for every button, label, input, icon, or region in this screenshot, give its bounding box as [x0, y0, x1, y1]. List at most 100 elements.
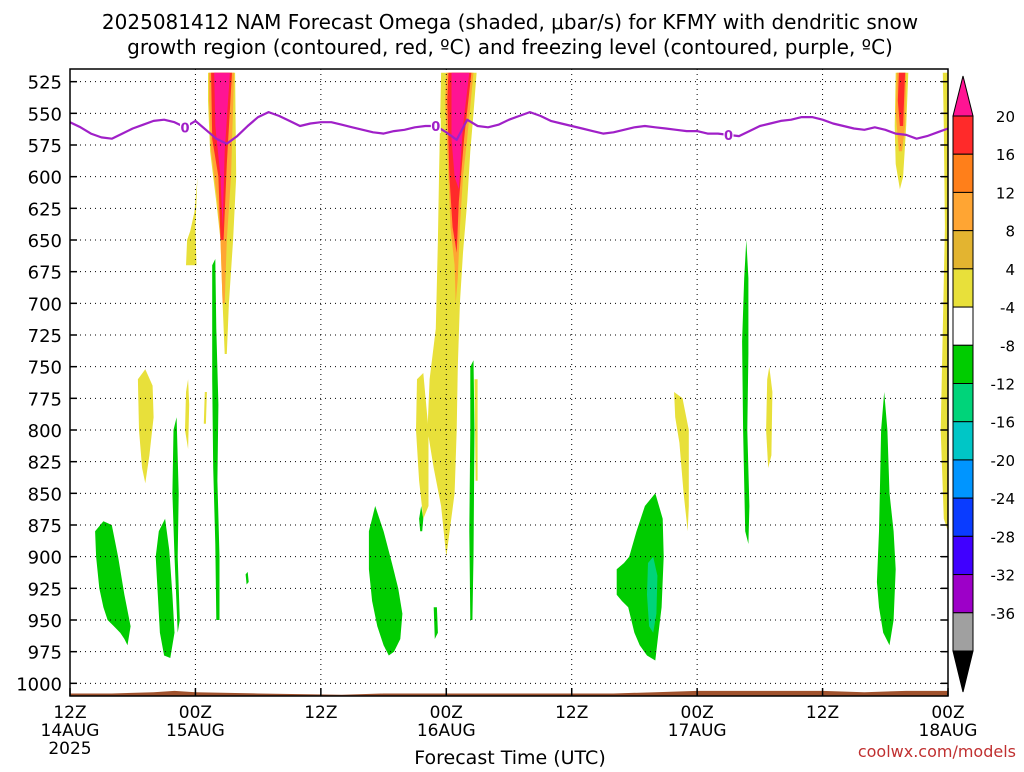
freezing-label-bg	[723, 126, 734, 142]
omega-area-yellow-col-d	[203, 392, 207, 424]
contour-lines: 0 0 0	[69, 110, 949, 145]
omega-area-green-k	[742, 240, 750, 544]
x-tick-date-label: 16AUG	[417, 721, 476, 741]
colorbar-label: 20	[996, 108, 1015, 126]
y-tick-label: 800	[28, 421, 62, 442]
x-tick-label: 00Z	[430, 703, 463, 723]
freezing-level-line	[69, 110, 949, 145]
colorbar-label: -16	[991, 414, 1016, 432]
colorbar-label: -32	[991, 567, 1016, 585]
y-tick-label: 825	[28, 453, 62, 474]
freezing-label-bg	[430, 118, 441, 133]
omega-area-yellow-col-e	[416, 373, 429, 519]
x-tick-label: 12Z	[806, 703, 839, 723]
y-tick-label: 575	[28, 136, 62, 157]
y-tick-label: 875	[28, 516, 62, 537]
colorbar-bin	[952, 191, 974, 232]
colorbar-bin	[952, 344, 974, 384]
y-tick-label: 900	[28, 548, 62, 569]
omega-area-green-i	[469, 360, 475, 620]
y-tick-label: 925	[28, 579, 62, 600]
colorbar-bin	[952, 230, 974, 270]
y-tick-label: 600	[28, 168, 62, 189]
credit-label: coolwx.com/models	[858, 742, 1016, 761]
x-tick-label: 00Z	[931, 703, 964, 723]
chart-title-line2: growth region (contoured, red, ºC) and f…	[127, 35, 893, 59]
colorbar-bin	[952, 574, 974, 614]
colorbar-label: -4	[1000, 299, 1015, 317]
omega-area-yellow-col-a	[137, 369, 154, 484]
y-tick-label: 750	[28, 358, 62, 379]
colorbar-top-arrow	[952, 75, 974, 117]
y-tick-label: 1000	[16, 674, 62, 695]
y-tick-label: 550	[28, 104, 62, 125]
omega-area-yellow-col-f	[474, 379, 478, 481]
colorbar-label: 12	[996, 184, 1015, 202]
x-tick-date-label: 17AUG	[668, 721, 727, 741]
colorbar-bin	[952, 115, 974, 155]
colorbar-bin	[952, 153, 974, 193]
y-tick-label: 850	[28, 484, 62, 505]
x-tick-date-label: 15AUG	[166, 721, 225, 741]
y-tick-label: 650	[28, 231, 62, 252]
omega-area-teal-j	[647, 556, 658, 633]
omega-area-green-c	[172, 417, 180, 633]
y-tick-label: 775	[28, 389, 62, 410]
y-tick-label: 950	[28, 611, 62, 632]
colorbar-label: 4	[1005, 261, 1015, 279]
omega-area-green-l	[876, 392, 896, 646]
colorbar-label: -8	[1000, 337, 1015, 355]
x-tick-label: 12Z	[555, 703, 588, 723]
omega-area-green-e	[245, 571, 249, 585]
freezing-label-bg	[179, 119, 190, 135]
x-axis-label: Forecast Time (UTC)	[414, 747, 605, 768]
y-tick-label: 525	[28, 73, 62, 94]
colorbar-bin	[952, 383, 974, 423]
y-axis: 525 550 575 600 625 650 675 700 725 750 775 800 825 8…	[16, 73, 948, 695]
y-tick-label: 625	[28, 199, 62, 220]
freezing-level-label: 0	[431, 120, 440, 135]
y-tick-label: 975	[28, 643, 62, 664]
y-tick-label: 700	[28, 294, 62, 315]
colorbar-bin	[952, 612, 974, 652]
omega-area-yellow-col-g	[674, 392, 689, 532]
omega-shading	[70, 72, 948, 696]
x-tick-label: 12Z	[53, 703, 86, 723]
colorbar-bin	[952, 459, 974, 499]
colorbar-label: -20	[991, 452, 1016, 470]
y-tick-label: 725	[28, 326, 62, 347]
x-tick-label: 00Z	[681, 703, 714, 723]
omega-area-green-f	[368, 506, 403, 656]
omega-area-green-h	[433, 607, 438, 639]
x-tick-date-label: 14AUG	[41, 721, 100, 741]
x-tick-label: 12Z	[304, 703, 337, 723]
grid-lines	[69, 69, 949, 696]
colorbar-label: 16	[996, 146, 1015, 164]
colorbar-bin	[952, 535, 974, 576]
omega-area-yellow-edge-right	[940, 72, 948, 532]
omega-area-yellow-col-c	[185, 379, 190, 449]
freezing-level-label: 0	[180, 121, 189, 136]
terrain-band	[70, 690, 948, 696]
colorbar-bin	[952, 306, 974, 346]
colorbar-label: 8	[1005, 223, 1015, 241]
y-tick-label: 675	[28, 263, 62, 284]
omega-area-red-main-3	[897, 72, 906, 126]
colorbar: 20 16 12 8 4 -4 -8 -12 -16 -20 -24 -28 -32 -36	[952, 75, 1016, 693]
omega-area-yellow-main-2	[427, 72, 477, 557]
colorbar-bin	[952, 497, 974, 537]
omega-area-yellow-col-b	[186, 176, 198, 266]
colorbar-bin	[952, 268, 974, 308]
omega-area-green-d2	[213, 290, 216, 329]
plot-frame	[69, 68, 949, 697]
omega-area-green-a	[95, 521, 131, 646]
omega-area-green-d	[212, 259, 220, 620]
x-tick-date-label: 18AUG	[919, 721, 978, 741]
colorbar-label: -12	[991, 376, 1016, 394]
omega-area-yellow-col-h	[766, 366, 773, 468]
colorbar-bin	[952, 421, 974, 461]
colorbar-label: -24	[991, 490, 1016, 508]
freezing-level-label: 0	[724, 129, 733, 144]
